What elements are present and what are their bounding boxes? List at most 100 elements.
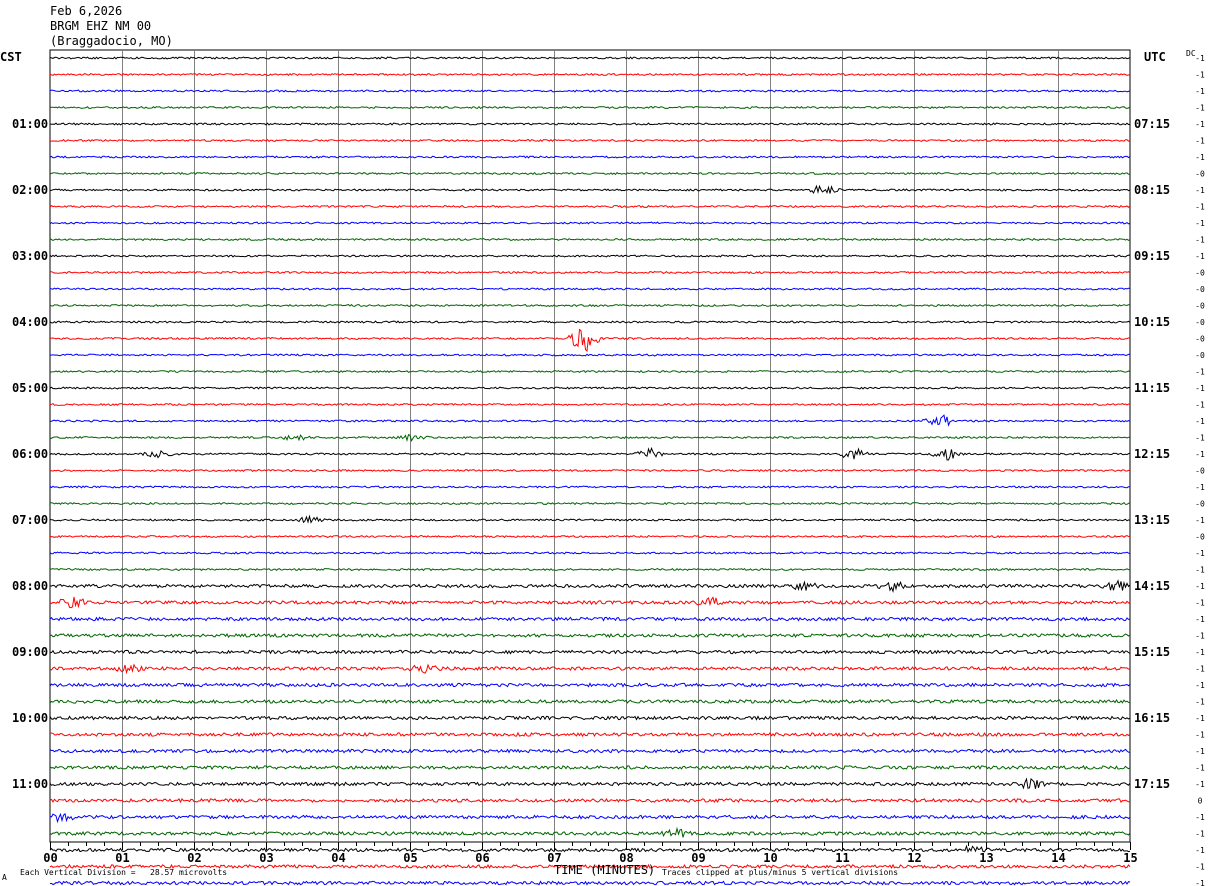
seismic-trace (49, 138, 1131, 143)
dc-offset-label: -1 (1195, 104, 1205, 113)
seismic-trace (49, 287, 1131, 291)
seismic-trace (50, 270, 1131, 275)
seismic-trace (49, 715, 1131, 721)
seismic-trace (49, 682, 1131, 688)
dc-offset-label: -1 (1195, 219, 1205, 228)
dc-offset-label: -1 (1195, 615, 1205, 624)
left-hour-label: 10:00 (12, 711, 48, 725)
seismic-trace (49, 155, 1131, 159)
x-axis-title: TIME (MINUTES) (554, 863, 656, 877)
seismic-trace (49, 328, 1131, 353)
right-hour-label: 10:15 (1134, 315, 1170, 329)
seismic-trace (49, 303, 1131, 308)
dc-offset-label: -1 (1195, 648, 1205, 657)
seismic-trace (49, 551, 1131, 555)
seismic-trace (49, 254, 1131, 258)
dc-offset-label: -1 (1195, 434, 1205, 443)
seismic-trace (49, 777, 1131, 790)
seismic-trace (49, 56, 1131, 60)
dc-offset-label: -1 (1195, 780, 1205, 789)
right-hour-label: 09:15 (1134, 249, 1170, 263)
right-hour-label: 08:15 (1134, 183, 1170, 197)
seismic-trace (49, 748, 1131, 754)
seismic-trace (49, 797, 1130, 804)
x-tick-label: 06 (475, 851, 489, 865)
dc-offset-label: 0 (1198, 797, 1203, 806)
x-tick-label: 13 (979, 851, 993, 865)
dc-offset-label: -1 (1195, 516, 1205, 525)
seismic-trace (49, 369, 1131, 374)
dc-offset-label: -1 (1195, 599, 1205, 608)
seismic-trace (49, 663, 1131, 675)
dc-offset-label: -1 (1195, 731, 1205, 740)
dc-offset-label: -1 (1195, 120, 1205, 129)
right-hour-label: 15:15 (1134, 645, 1170, 659)
dc-offset-label: -1 (1195, 665, 1205, 674)
dc-offset-label: -1 (1195, 153, 1205, 162)
dc-offset-label: -0 (1195, 269, 1205, 278)
station-location: (Braggadocio, MO) (50, 34, 173, 48)
seismic-trace (49, 485, 1131, 489)
dc-offset-label: -1 (1195, 879, 1205, 886)
dc-offset-label: -1 (1195, 252, 1205, 261)
dc-offset-label: -1 (1195, 368, 1205, 377)
right-hour-label: 14:15 (1134, 579, 1170, 593)
seismic-trace (49, 204, 1131, 209)
x-tick-label: 02 (187, 851, 201, 865)
seismic-trace (49, 534, 1131, 539)
dc-offset-label: -0 (1195, 351, 1205, 360)
seismic-trace (49, 567, 1131, 572)
seismic-trace (49, 844, 1131, 854)
seismic-trace (49, 764, 1131, 771)
seismic-trace (49, 433, 1130, 442)
dc-offset-label: -1 (1195, 566, 1205, 575)
dc-offset-label: -0 (1195, 285, 1205, 294)
x-tick-label: 08 (619, 851, 633, 865)
dc-offset-label: -1 (1195, 863, 1205, 872)
dc-offset-label: -0 (1195, 170, 1205, 179)
dc-offset-label: -1 (1195, 813, 1205, 822)
dc-offset-label: -1 (1195, 632, 1205, 641)
dc-offset-label: -0 (1195, 335, 1205, 344)
left-hour-label: 05:00 (12, 381, 48, 395)
right-timezone-label: UTC (1144, 50, 1166, 64)
left-hour-label: 11:00 (12, 777, 48, 791)
dc-offset-label: -1 (1195, 681, 1205, 690)
left-hour-label: 02:00 (12, 183, 48, 197)
x-tick-label: 10 (763, 851, 777, 865)
seismic-trace (49, 171, 1131, 176)
seismic-trace (49, 122, 1130, 126)
dc-offset-label: -0 (1195, 318, 1205, 327)
seismic-trace (49, 514, 1131, 524)
dc-offset-header: DC (1186, 49, 1196, 58)
left-timezone-label: CST (0, 50, 22, 64)
dc-offset-label: -0 (1195, 467, 1205, 476)
left-hour-label: 01:00 (12, 117, 48, 131)
seismic-trace (49, 698, 1131, 704)
right-hour-label: 07:15 (1134, 117, 1170, 131)
left-hour-label: 04:00 (12, 315, 48, 329)
seismic-trace (49, 105, 1131, 110)
seismic-trace (49, 89, 1131, 93)
x-tick-label: 12 (907, 851, 921, 865)
dc-offset-label: -1 (1195, 87, 1205, 96)
dc-offset-label: -1 (1195, 401, 1205, 410)
dc-offset-label: -1 (1195, 830, 1205, 839)
seismic-trace (49, 221, 1131, 225)
dc-offset-label: -1 (1195, 137, 1205, 146)
seismic-trace (49, 616, 1130, 622)
seismic-trace (49, 446, 1131, 461)
seismic-trace (49, 414, 1131, 427)
left-hour-label: 08:00 (12, 579, 48, 593)
dc-offset-label: -1 (1195, 747, 1205, 756)
seismic-trace (49, 237, 1131, 242)
dc-offset-label: -1 (1195, 71, 1205, 80)
dc-offset-label: -1 (1195, 384, 1205, 393)
seismic-trace (49, 353, 1131, 357)
seismic-trace (50, 501, 1131, 506)
right-hour-label: 13:15 (1134, 513, 1170, 527)
clipping-note: Traces clipped at plus/minus 5 vertical … (662, 868, 899, 877)
dc-offset-label: -1 (1195, 549, 1205, 558)
seismic-trace (49, 468, 1131, 473)
